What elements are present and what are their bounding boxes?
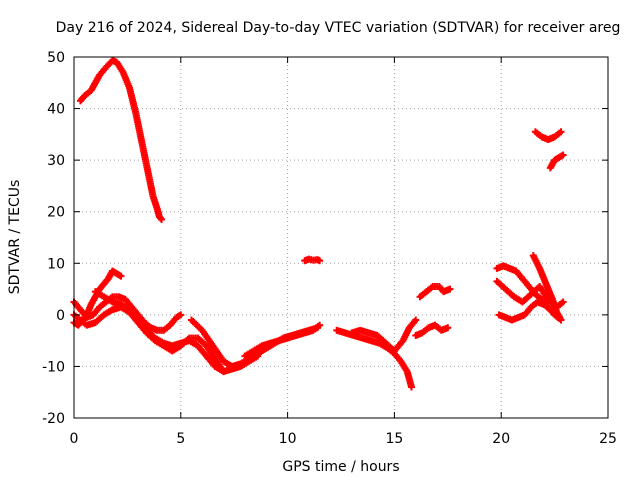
y-axis-label: SDTVAR / TECUs [7, 180, 23, 295]
x-tick-label: 5 [176, 431, 185, 447]
series-arc-7-b [546, 151, 567, 172]
data-point [177, 311, 185, 319]
data-point [157, 214, 165, 222]
data-point [412, 316, 420, 324]
data-point [316, 257, 324, 265]
series-arc-1-low-d [91, 288, 262, 376]
y-tick-label: 20 [47, 205, 65, 221]
data-marks [70, 57, 567, 391]
series-arc-2-upper [241, 321, 324, 360]
y-tick-label: 30 [47, 153, 65, 169]
x-tick-label: 15 [385, 431, 403, 447]
series-arc-6-d [529, 252, 565, 324]
y-tick-label: 50 [47, 50, 65, 66]
series-arc-1-high [76, 57, 166, 223]
data-point [117, 272, 125, 280]
y-tick-label: -10 [42, 359, 65, 375]
x-tick-label: 10 [279, 431, 297, 447]
series-arc-5-b [416, 282, 454, 301]
y-tick-label: 0 [56, 308, 65, 324]
series-arc-5 [412, 321, 452, 339]
x-axis-label: GPS time / hours [282, 459, 399, 475]
data-point [446, 285, 454, 293]
data-point [557, 128, 565, 136]
y-tick-label: 10 [47, 256, 65, 272]
data-point [316, 321, 324, 329]
x-tick-label: 25 [599, 431, 617, 447]
axis-ticks: 0 5 10 15 20 25 -20 -10 0 10 20 30 40 50 [42, 50, 617, 447]
y-tick-label: 40 [47, 102, 65, 118]
data-point [444, 324, 452, 332]
series-arc-3 [301, 255, 324, 265]
series-arc-7-a [531, 128, 565, 144]
grid [74, 57, 608, 418]
data-point [557, 316, 565, 324]
chart-title: Day 216 of 2024, Sidereal Day-to-day VTE… [56, 20, 621, 36]
data-point [559, 151, 567, 159]
data-point [407, 383, 415, 391]
series-arc-6-c [495, 298, 561, 324]
y-tick-label: -20 [42, 411, 65, 427]
x-tick-label: 0 [70, 431, 79, 447]
x-tick-label: 20 [492, 431, 510, 447]
data-point [559, 298, 567, 306]
series-arc-4-b [348, 316, 420, 355]
plot-frame [73, 56, 609, 419]
data-point [158, 215, 166, 223]
